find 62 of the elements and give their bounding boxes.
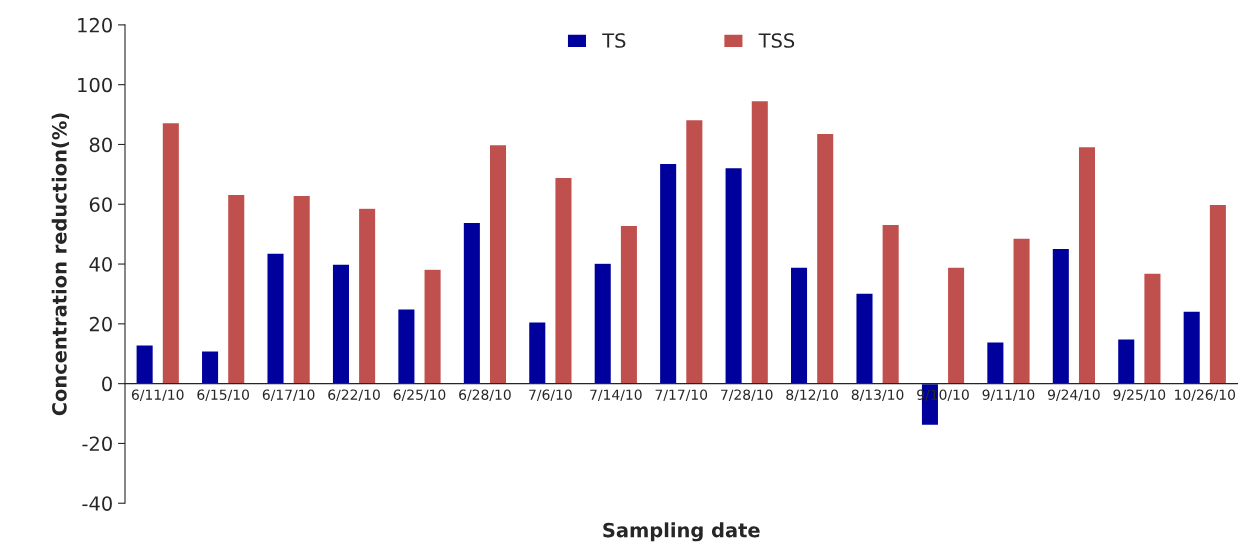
x-tick-label: 9/11/10 xyxy=(982,389,1035,402)
bar xyxy=(815,132,835,385)
bar xyxy=(658,162,678,385)
bar xyxy=(135,344,155,385)
bar xyxy=(462,221,482,385)
bar xyxy=(488,143,508,385)
bar xyxy=(593,262,613,385)
x-tick-label: 10/26/10 xyxy=(1175,389,1236,402)
x-tick-label: 8/12/10 xyxy=(786,389,838,402)
bar xyxy=(1208,203,1228,385)
y-tick-label: 0 xyxy=(102,376,112,392)
x-tick-label: 8/13/10 xyxy=(851,389,904,402)
legend-label: TS xyxy=(602,33,626,48)
x-tick-label: 6/25/10 xyxy=(393,389,446,402)
bar xyxy=(985,341,1005,385)
bar xyxy=(161,121,181,385)
y-tick-label: 120 xyxy=(78,17,112,33)
x-tick-label: 6/15/10 xyxy=(197,389,250,402)
x-axis-title: Sampling date xyxy=(603,522,760,542)
bar xyxy=(331,263,351,385)
bar xyxy=(266,252,285,385)
bar xyxy=(724,166,744,385)
bar xyxy=(226,193,246,385)
x-tick-label: 6/17/10 xyxy=(262,389,315,402)
bar xyxy=(1143,272,1162,385)
y-tick-label: 20 xyxy=(89,316,112,332)
x-tick-label: 6/22/10 xyxy=(328,389,380,402)
bar xyxy=(527,321,547,385)
bar xyxy=(1116,338,1136,385)
bar xyxy=(1077,145,1097,385)
bar xyxy=(292,194,312,385)
bar xyxy=(200,350,220,385)
y-tick-label: -40 xyxy=(82,496,112,511)
x-tick-label: 7/14/10 xyxy=(590,389,642,402)
bar xyxy=(1182,310,1202,385)
bar xyxy=(1051,247,1071,385)
bar xyxy=(619,224,639,385)
bar xyxy=(855,292,874,385)
bar xyxy=(554,176,573,385)
bar xyxy=(750,99,770,385)
y-axis-title: Concentration reduction(%) xyxy=(51,113,70,416)
x-tick-label: 9/25/10 xyxy=(1113,389,1166,402)
x-tick-label: 7/17/10 xyxy=(655,389,708,402)
x-tick-label: 6/11/10 xyxy=(131,389,184,402)
bar xyxy=(684,118,704,385)
bar xyxy=(789,266,809,385)
x-tick-label: 7/6/10 xyxy=(529,389,572,402)
x-tick-label: 7/28/10 xyxy=(721,389,773,402)
y-tick-label: 40 xyxy=(89,257,112,272)
y-tick-label: 60 xyxy=(89,197,112,212)
y-tick-label: 80 xyxy=(89,137,112,153)
y-tick-label: 100 xyxy=(78,77,112,93)
bar xyxy=(423,268,442,385)
y-tick-label: -20 xyxy=(82,436,112,452)
x-tick-label: 6/28/10 xyxy=(459,389,511,402)
legend-label: TSS xyxy=(758,33,795,48)
bar xyxy=(357,207,377,385)
bar xyxy=(1012,237,1031,385)
x-tick-label: 9/24/10 xyxy=(1048,389,1100,402)
bar xyxy=(946,266,966,385)
bar xyxy=(881,223,901,385)
bar xyxy=(396,308,416,385)
